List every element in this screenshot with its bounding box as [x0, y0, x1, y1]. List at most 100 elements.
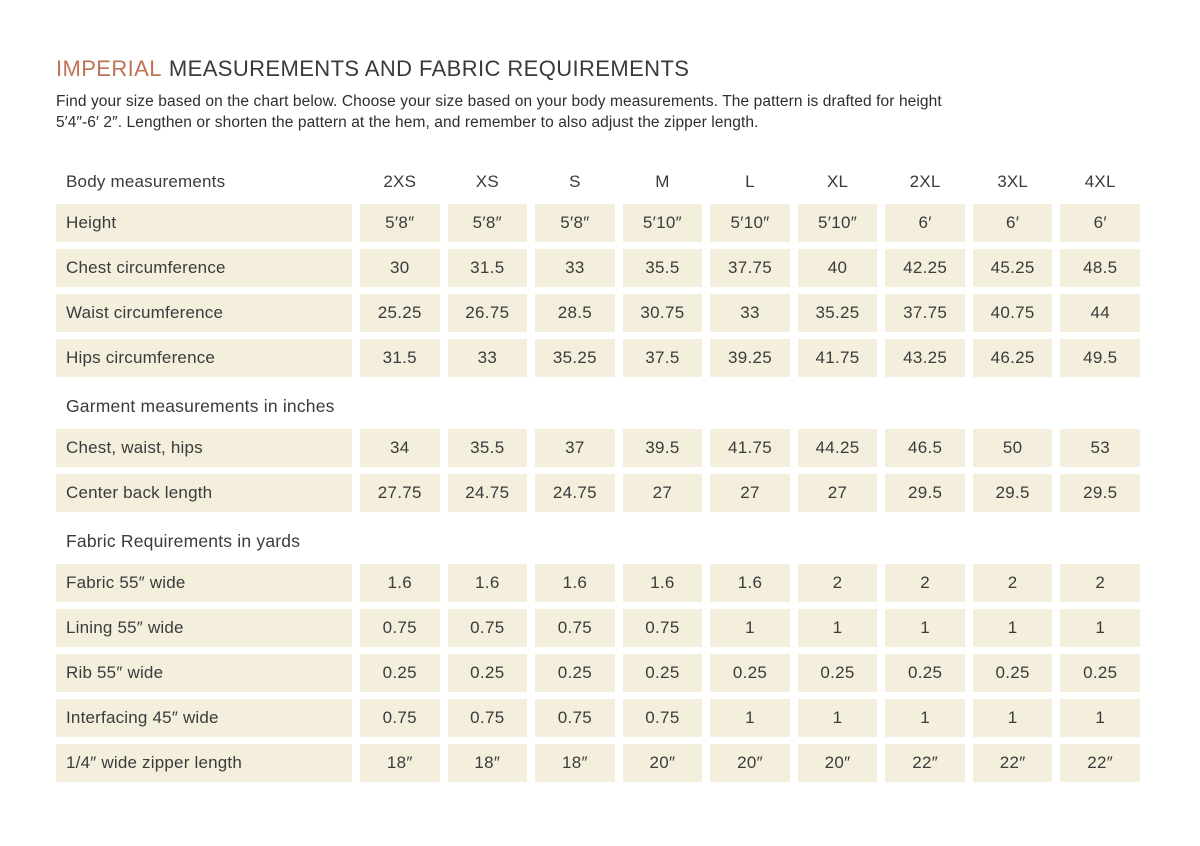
- value-cell: 29.5: [885, 474, 965, 512]
- column-header-size-2xs: 2XS: [383, 172, 417, 191]
- value-cell: 39.25: [710, 339, 790, 377]
- value-cell: 34: [360, 429, 440, 467]
- column-header-body-measurements: Body measurements: [66, 172, 226, 191]
- value-cell: 5′8″: [447, 204, 528, 242]
- column-header-size-3xl: 3XL: [997, 172, 1029, 191]
- value-cell: 0.25: [622, 654, 703, 692]
- value-cell: 6′: [1060, 204, 1140, 242]
- value-cell: 0.75: [360, 609, 440, 647]
- value-cell: 0.75: [622, 699, 703, 737]
- value-cell: 29.5: [1060, 474, 1140, 512]
- value-cell: 20″: [797, 744, 878, 782]
- intro-line-2: 5′4″-6′ 2″. Lengthen or shorten the patt…: [56, 114, 759, 131]
- column-header-size-xs: XS: [475, 172, 499, 191]
- value-cell: 0.75: [360, 699, 440, 737]
- value-cell: 49.5: [1060, 339, 1140, 377]
- value-cell: 20″: [622, 744, 703, 782]
- value-cell: 18″: [535, 744, 615, 782]
- column-header-size-m: M: [655, 172, 670, 191]
- value-cell: 43.25: [885, 339, 965, 377]
- value-cell: 1: [885, 609, 965, 647]
- value-cell: 27: [622, 474, 703, 512]
- value-cell: 53: [1060, 429, 1140, 467]
- section-heading: Garment measurements in inches: [66, 396, 335, 416]
- value-cell: 22″: [972, 744, 1053, 782]
- size-chart-page: IMPERIAL MEASUREMENTS AND FABRIC REQUIREM…: [56, 56, 1144, 782]
- value-cell: 46.5: [885, 429, 965, 467]
- value-cell: 22″: [885, 744, 965, 782]
- value-cell: 39.5: [622, 429, 703, 467]
- value-cell: 35.25: [797, 294, 878, 332]
- value-cell: 27: [797, 474, 878, 512]
- value-cell: 27: [710, 474, 790, 512]
- row-label: Hips circumference: [56, 339, 352, 377]
- value-cell: 44: [1060, 294, 1140, 332]
- row-label: Chest circumference: [56, 249, 352, 287]
- value-cell: 0.75: [447, 699, 528, 737]
- row-label: Chest, waist, hips: [56, 429, 352, 467]
- value-cell: 0.25: [797, 654, 878, 692]
- title-rest: MEASUREMENTS AND FABRIC REQUIREMENTS: [168, 56, 690, 81]
- row-label: Fabric 55″ wide: [56, 564, 352, 602]
- value-cell: 37.5: [622, 339, 703, 377]
- value-cell: 33: [535, 249, 615, 287]
- value-cell: 2: [797, 564, 878, 602]
- value-cell: 44.25: [797, 429, 878, 467]
- column-header-size-xl: XL: [826, 172, 849, 191]
- value-cell: 0.25: [360, 654, 440, 692]
- value-cell: 37.75: [710, 249, 790, 287]
- value-cell: 29.5: [972, 474, 1053, 512]
- row-label: Center back length: [56, 474, 352, 512]
- value-cell: 1: [710, 609, 790, 647]
- column-header-size-s: S: [569, 172, 581, 191]
- value-cell: 1.6: [710, 564, 790, 602]
- value-cell: 0.25: [1060, 654, 1140, 692]
- value-cell: 27.75: [360, 474, 440, 512]
- value-cell: 0.75: [535, 699, 615, 737]
- value-cell: 1.6: [535, 564, 615, 602]
- row-label: Height: [56, 204, 352, 242]
- value-cell: 1: [885, 699, 965, 737]
- value-cell: 26.75: [447, 294, 528, 332]
- value-cell: 0.75: [447, 609, 528, 647]
- value-cell: 30.75: [622, 294, 703, 332]
- value-cell: 0.75: [622, 609, 703, 647]
- value-cell: 31.5: [360, 339, 440, 377]
- value-cell: 50: [972, 429, 1053, 467]
- value-cell: 5′8″: [360, 204, 440, 242]
- value-cell: 0.25: [710, 654, 790, 692]
- value-cell: 5′10″: [710, 204, 790, 242]
- value-cell: 31.5: [447, 249, 528, 287]
- value-cell: 5′10″: [797, 204, 878, 242]
- column-header-size-l: L: [745, 172, 755, 191]
- value-cell: 42.25: [885, 249, 965, 287]
- value-cell: 2: [1060, 564, 1140, 602]
- value-cell: 1.6: [447, 564, 528, 602]
- value-cell: 18″: [447, 744, 528, 782]
- intro-text: Find your size based on the chart below.…: [56, 91, 1144, 133]
- value-cell: 6′: [885, 204, 965, 242]
- value-cell: 25.25: [360, 294, 440, 332]
- size-chart-table: Body measurements 2XS XS S M L XL 2XL 3XL 4XL Heig…: [56, 166, 1140, 782]
- value-cell: 0.25: [535, 654, 615, 692]
- value-cell: 33: [710, 294, 790, 332]
- value-cell: 37.75: [885, 294, 965, 332]
- section-heading: Fabric Requirements in yards: [66, 531, 301, 551]
- value-cell: 46.25: [972, 339, 1053, 377]
- value-cell: 1: [972, 699, 1053, 737]
- page-title: IMPERIAL MEASUREMENTS AND FABRIC REQUIREM…: [56, 56, 1144, 82]
- value-cell: 0.25: [885, 654, 965, 692]
- value-cell: 1: [797, 699, 878, 737]
- column-header-size-2xl: 2XL: [909, 172, 941, 191]
- value-cell: 41.75: [797, 339, 878, 377]
- row-label: Rib 55″ wide: [56, 654, 352, 692]
- value-cell: 2: [972, 564, 1053, 602]
- value-cell: 20″: [710, 744, 790, 782]
- value-cell: 24.75: [447, 474, 528, 512]
- value-cell: 22″: [1060, 744, 1140, 782]
- value-cell: 5′10″: [622, 204, 703, 242]
- value-cell: 48.5: [1060, 249, 1140, 287]
- value-cell: 1.6: [360, 564, 440, 602]
- row-label: Waist circumference: [56, 294, 352, 332]
- value-cell: 30: [360, 249, 440, 287]
